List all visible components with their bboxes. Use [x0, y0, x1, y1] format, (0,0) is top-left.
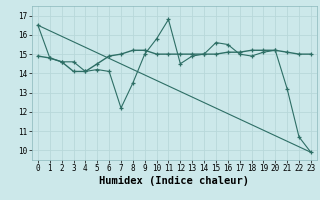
X-axis label: Humidex (Indice chaleur): Humidex (Indice chaleur): [100, 176, 249, 186]
